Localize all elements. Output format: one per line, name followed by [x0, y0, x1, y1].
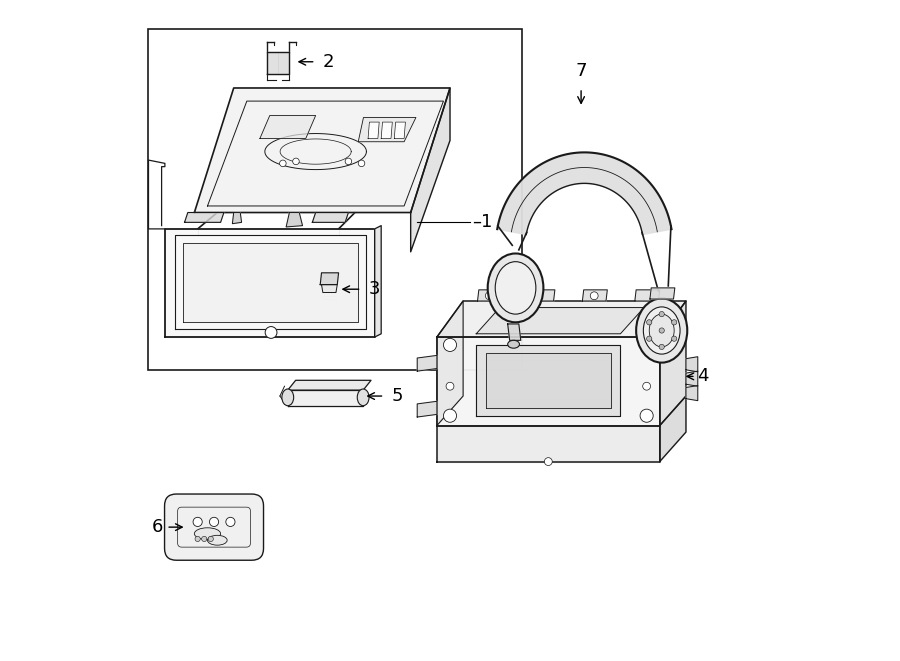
Circle shape	[671, 320, 677, 325]
Polygon shape	[660, 396, 686, 461]
Circle shape	[646, 336, 652, 341]
Bar	[148, 29, 522, 369]
Polygon shape	[660, 301, 686, 426]
Text: –1: –1	[472, 214, 492, 231]
Circle shape	[266, 327, 277, 338]
Circle shape	[226, 518, 235, 526]
Polygon shape	[394, 122, 405, 138]
Polygon shape	[436, 337, 660, 426]
Ellipse shape	[488, 253, 544, 323]
Polygon shape	[436, 301, 686, 337]
Circle shape	[643, 382, 651, 390]
Ellipse shape	[282, 389, 293, 406]
Circle shape	[444, 409, 456, 422]
Polygon shape	[321, 285, 338, 292]
Polygon shape	[418, 401, 436, 417]
Polygon shape	[260, 116, 316, 138]
Circle shape	[646, 320, 652, 325]
Circle shape	[444, 338, 456, 352]
Polygon shape	[650, 288, 675, 299]
Ellipse shape	[208, 535, 227, 545]
Text: 5: 5	[392, 387, 403, 405]
Polygon shape	[288, 380, 371, 390]
Circle shape	[640, 338, 653, 352]
Polygon shape	[194, 88, 450, 213]
Polygon shape	[634, 290, 660, 301]
Polygon shape	[476, 307, 644, 334]
Polygon shape	[418, 356, 436, 371]
Polygon shape	[508, 324, 521, 340]
Ellipse shape	[649, 314, 674, 347]
Polygon shape	[183, 243, 358, 322]
Circle shape	[195, 536, 201, 541]
Polygon shape	[686, 357, 698, 371]
Circle shape	[659, 311, 664, 317]
Polygon shape	[312, 213, 348, 222]
Text: 7: 7	[575, 62, 587, 80]
Polygon shape	[358, 118, 416, 141]
Polygon shape	[436, 301, 464, 426]
FancyBboxPatch shape	[165, 494, 264, 561]
Text: 2: 2	[323, 53, 334, 71]
Polygon shape	[686, 371, 698, 386]
Ellipse shape	[644, 307, 680, 354]
Ellipse shape	[194, 527, 220, 539]
Polygon shape	[410, 88, 450, 252]
Polygon shape	[478, 290, 502, 301]
Polygon shape	[232, 213, 241, 223]
Circle shape	[202, 536, 207, 541]
Ellipse shape	[508, 340, 519, 348]
Polygon shape	[436, 426, 660, 461]
Circle shape	[280, 160, 286, 167]
Circle shape	[194, 518, 202, 526]
Polygon shape	[530, 290, 555, 301]
Polygon shape	[476, 345, 620, 416]
Polygon shape	[368, 122, 379, 138]
Polygon shape	[320, 273, 338, 285]
Polygon shape	[288, 390, 364, 406]
Circle shape	[659, 344, 664, 350]
Polygon shape	[267, 52, 290, 73]
Polygon shape	[497, 153, 671, 235]
Circle shape	[590, 292, 598, 299]
Polygon shape	[184, 213, 224, 222]
Text: 3: 3	[369, 280, 380, 298]
Circle shape	[358, 160, 365, 167]
Circle shape	[292, 158, 299, 165]
Circle shape	[345, 158, 352, 165]
Polygon shape	[286, 213, 302, 227]
Text: 4: 4	[698, 368, 708, 385]
Polygon shape	[382, 122, 392, 138]
Polygon shape	[686, 385, 698, 401]
Text: 6: 6	[151, 518, 163, 536]
Circle shape	[671, 336, 677, 341]
Circle shape	[485, 292, 493, 299]
Ellipse shape	[495, 262, 536, 314]
Ellipse shape	[357, 389, 369, 406]
Circle shape	[210, 518, 219, 526]
Ellipse shape	[636, 298, 688, 363]
Circle shape	[544, 457, 553, 465]
Circle shape	[446, 382, 454, 390]
Circle shape	[659, 328, 664, 333]
Polygon shape	[374, 225, 382, 337]
Circle shape	[208, 536, 213, 541]
Polygon shape	[486, 353, 610, 408]
Circle shape	[640, 409, 653, 422]
Polygon shape	[582, 290, 608, 301]
Polygon shape	[165, 229, 374, 337]
